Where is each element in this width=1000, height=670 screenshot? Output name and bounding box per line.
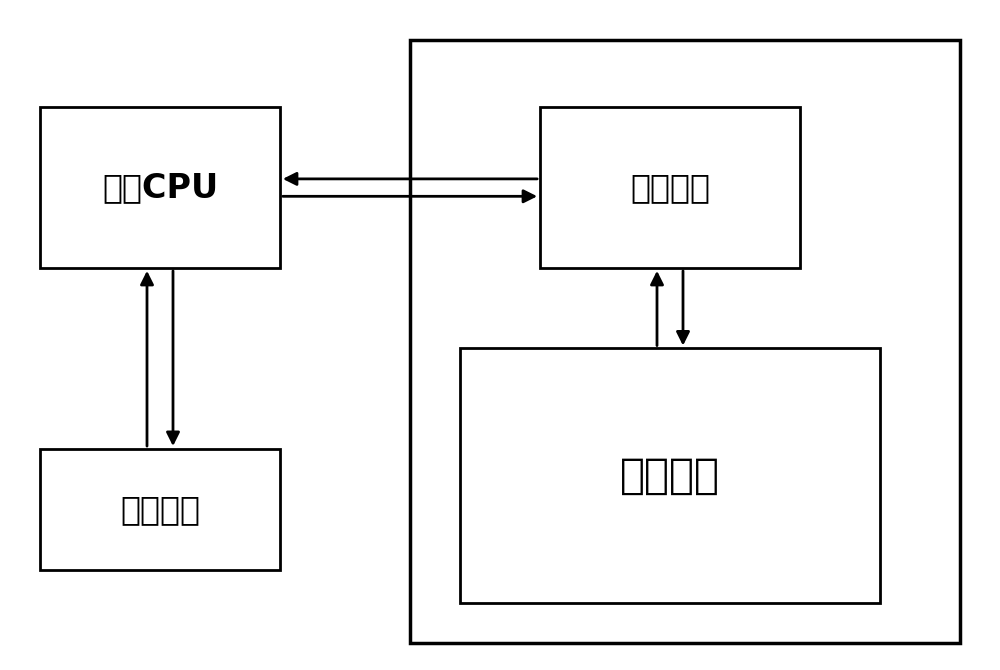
Bar [40, 107, 280, 268]
Bar [540, 107, 800, 268]
Text: 运算模块: 运算模块 [630, 171, 710, 204]
Text: 存储模块: 存储模块 [620, 455, 720, 496]
Text: 主朼内存: 主朼内存 [120, 492, 200, 526]
Bar [460, 348, 880, 603]
Bar [40, 449, 280, 570]
Text: 主朼CPU: 主朼CPU [102, 171, 218, 204]
Bar [410, 40, 960, 643]
